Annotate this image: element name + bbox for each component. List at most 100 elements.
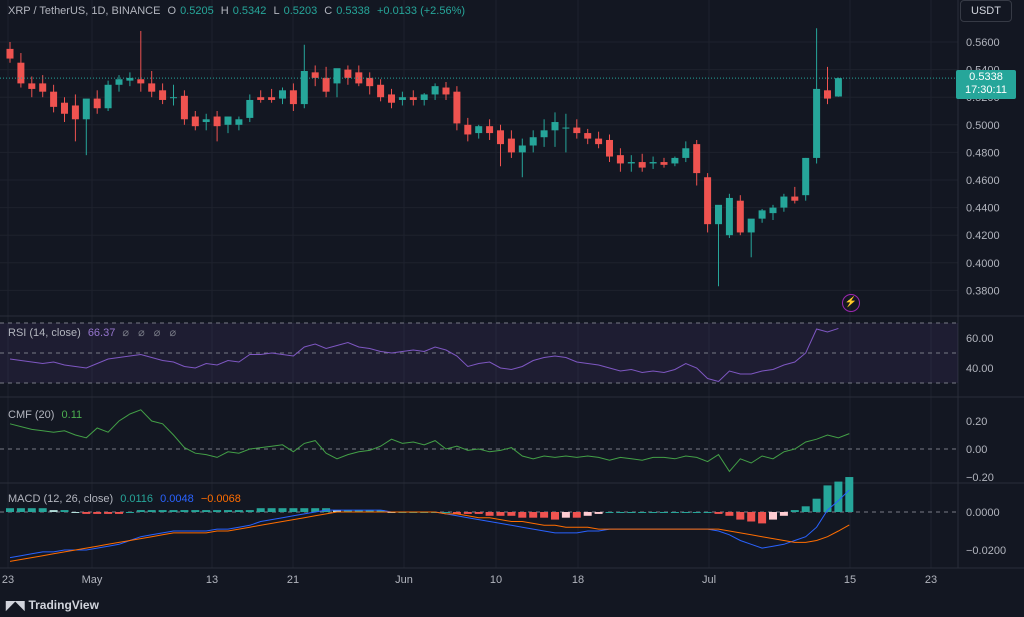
- macd-histogram-bar: [572, 512, 581, 518]
- price-tick-label: 0.4400: [966, 203, 1000, 215]
- candle-body: [235, 119, 243, 125]
- macd-tick-label: −0.0200: [966, 545, 1006, 557]
- price-tick-label: 0.3800: [966, 285, 1000, 297]
- cmf-pane: 0.20 0.00 −0.20: [0, 409, 994, 484]
- candle-body: [453, 91, 461, 124]
- candle-body: [268, 97, 276, 100]
- macd-histogram-bar: [812, 498, 821, 512]
- candle-body: [704, 177, 712, 225]
- candle-body: [257, 97, 265, 100]
- macd-histogram-bar: [202, 510, 211, 512]
- candle-body: [769, 207, 777, 214]
- price-tick-label: 0.4000: [966, 258, 1000, 270]
- rsi-line: [9, 327, 839, 383]
- candle-body: [71, 105, 79, 120]
- macd-histogram-bar: [125, 512, 134, 513]
- candle-body: [747, 218, 755, 233]
- candle-body: [442, 87, 450, 95]
- candle-body: [627, 162, 635, 164]
- bar-countdown: 17:30:11: [964, 84, 1007, 96]
- candle-body: [420, 94, 428, 100]
- candle-body: [311, 72, 319, 78]
- candle-body: [758, 210, 766, 219]
- candle-body: [660, 162, 668, 165]
- macd-histogram-bar: [333, 510, 341, 512]
- brand[interactable]: ◤◥ TradingView: [6, 598, 99, 612]
- candle-body: [802, 157, 810, 196]
- macd-histogram-bar: [670, 512, 679, 513]
- candle-body: [780, 196, 788, 208]
- candle-body: [115, 79, 123, 85]
- time-tick-label: 23: [2, 574, 14, 586]
- candle-body: [17, 62, 25, 84]
- macd-histogram-bar: [300, 508, 309, 512]
- macd-histogram-bar: [191, 510, 200, 512]
- macd-histogram-bar: [518, 512, 527, 518]
- macd-histogram-bar: [496, 512, 505, 516]
- eye-icon[interactable]: ⌀ ⌀ ⌀ ⌀: [122, 327, 180, 339]
- candle-body: [246, 99, 254, 118]
- macd-histogram-bar: [801, 506, 810, 512]
- macd-histogram-bar: [256, 508, 265, 512]
- time-tick-label: 10: [490, 574, 502, 586]
- cmf-label: CMF (20): [8, 409, 55, 421]
- candle-body: [82, 98, 90, 120]
- candle-body: [28, 83, 36, 89]
- macd-histogram-bar: [845, 477, 854, 512]
- candle-body: [616, 155, 624, 164]
- macd-histogram-bar: [82, 512, 91, 514]
- macd-legend[interactable]: MACD (12, 26, close) 0.0116 0.0048 −0.00…: [8, 493, 245, 505]
- candle-body: [409, 97, 417, 100]
- lightning-bolt-icon[interactable]: ⚡: [842, 294, 860, 312]
- candle-body: [606, 139, 613, 157]
- macd-histogram-bar: [561, 512, 570, 518]
- candle-body: [638, 162, 646, 168]
- candle-body: [518, 145, 526, 153]
- macd-histogram-bar: [507, 512, 516, 516]
- price-tick-label: 0.4600: [966, 175, 1000, 187]
- candle-body: [279, 90, 286, 99]
- macd-histogram-bar: [147, 510, 156, 512]
- macd-histogram-bar: [365, 510, 374, 512]
- macd-histogram-bar: [703, 512, 712, 513]
- candle-body: [170, 97, 177, 99]
- macd-histogram-bar: [158, 510, 167, 512]
- candle-body: [377, 84, 385, 98]
- candle-body: [159, 90, 167, 100]
- last-price-value: 0.5338: [969, 71, 1003, 83]
- cmf-line: [9, 409, 850, 473]
- candle-body: [529, 137, 537, 146]
- macd-histogram-bar: [463, 512, 472, 514]
- time-tick-label: 13: [206, 574, 218, 586]
- candle-body: [584, 133, 592, 139]
- macd-histogram-bar: [169, 510, 178, 512]
- brand-name: TradingView: [28, 598, 99, 612]
- macd-histogram-bar: [627, 512, 636, 513]
- candle-body: [6, 48, 14, 59]
- macd-histogram-bar: [551, 512, 559, 520]
- time-tick-label: May: [82, 574, 103, 586]
- macd-histogram-bar: [823, 485, 832, 512]
- macd-histogram-bar: [104, 512, 113, 514]
- candle-body: [649, 162, 657, 164]
- currency-button[interactable]: USDT: [960, 0, 1012, 22]
- macd-histogram-bar: [278, 508, 287, 512]
- candle-body: [180, 95, 188, 120]
- macd-histogram-bar: [638, 512, 647, 513]
- candle-body: [693, 144, 701, 174]
- change-value: +0.0133 (+2.56%): [376, 5, 466, 17]
- time-axis: 23 May 13 21 Jun 10 18 Jul 15 23: [2, 574, 937, 586]
- candle-body: [322, 77, 330, 92]
- time-tick-label: 15: [844, 574, 856, 586]
- candle-body: [126, 77, 134, 81]
- macd-histogram-bar: [660, 512, 668, 513]
- price-tick-label: 0.4800: [966, 147, 1000, 159]
- cmf-tick-label: 0.00: [966, 444, 987, 456]
- histogram-value: −0.0068: [200, 493, 241, 505]
- macd-histogram-bar: [485, 512, 494, 516]
- macd-histogram-bar: [71, 512, 80, 513]
- cmf-legend[interactable]: CMF (20) 0.11: [8, 409, 86, 421]
- rsi-legend[interactable]: RSI (14, close) 66.37 ⌀ ⌀ ⌀ ⌀: [8, 326, 183, 339]
- rsi-value: 66.37: [87, 327, 116, 339]
- candle-body: [834, 78, 842, 97]
